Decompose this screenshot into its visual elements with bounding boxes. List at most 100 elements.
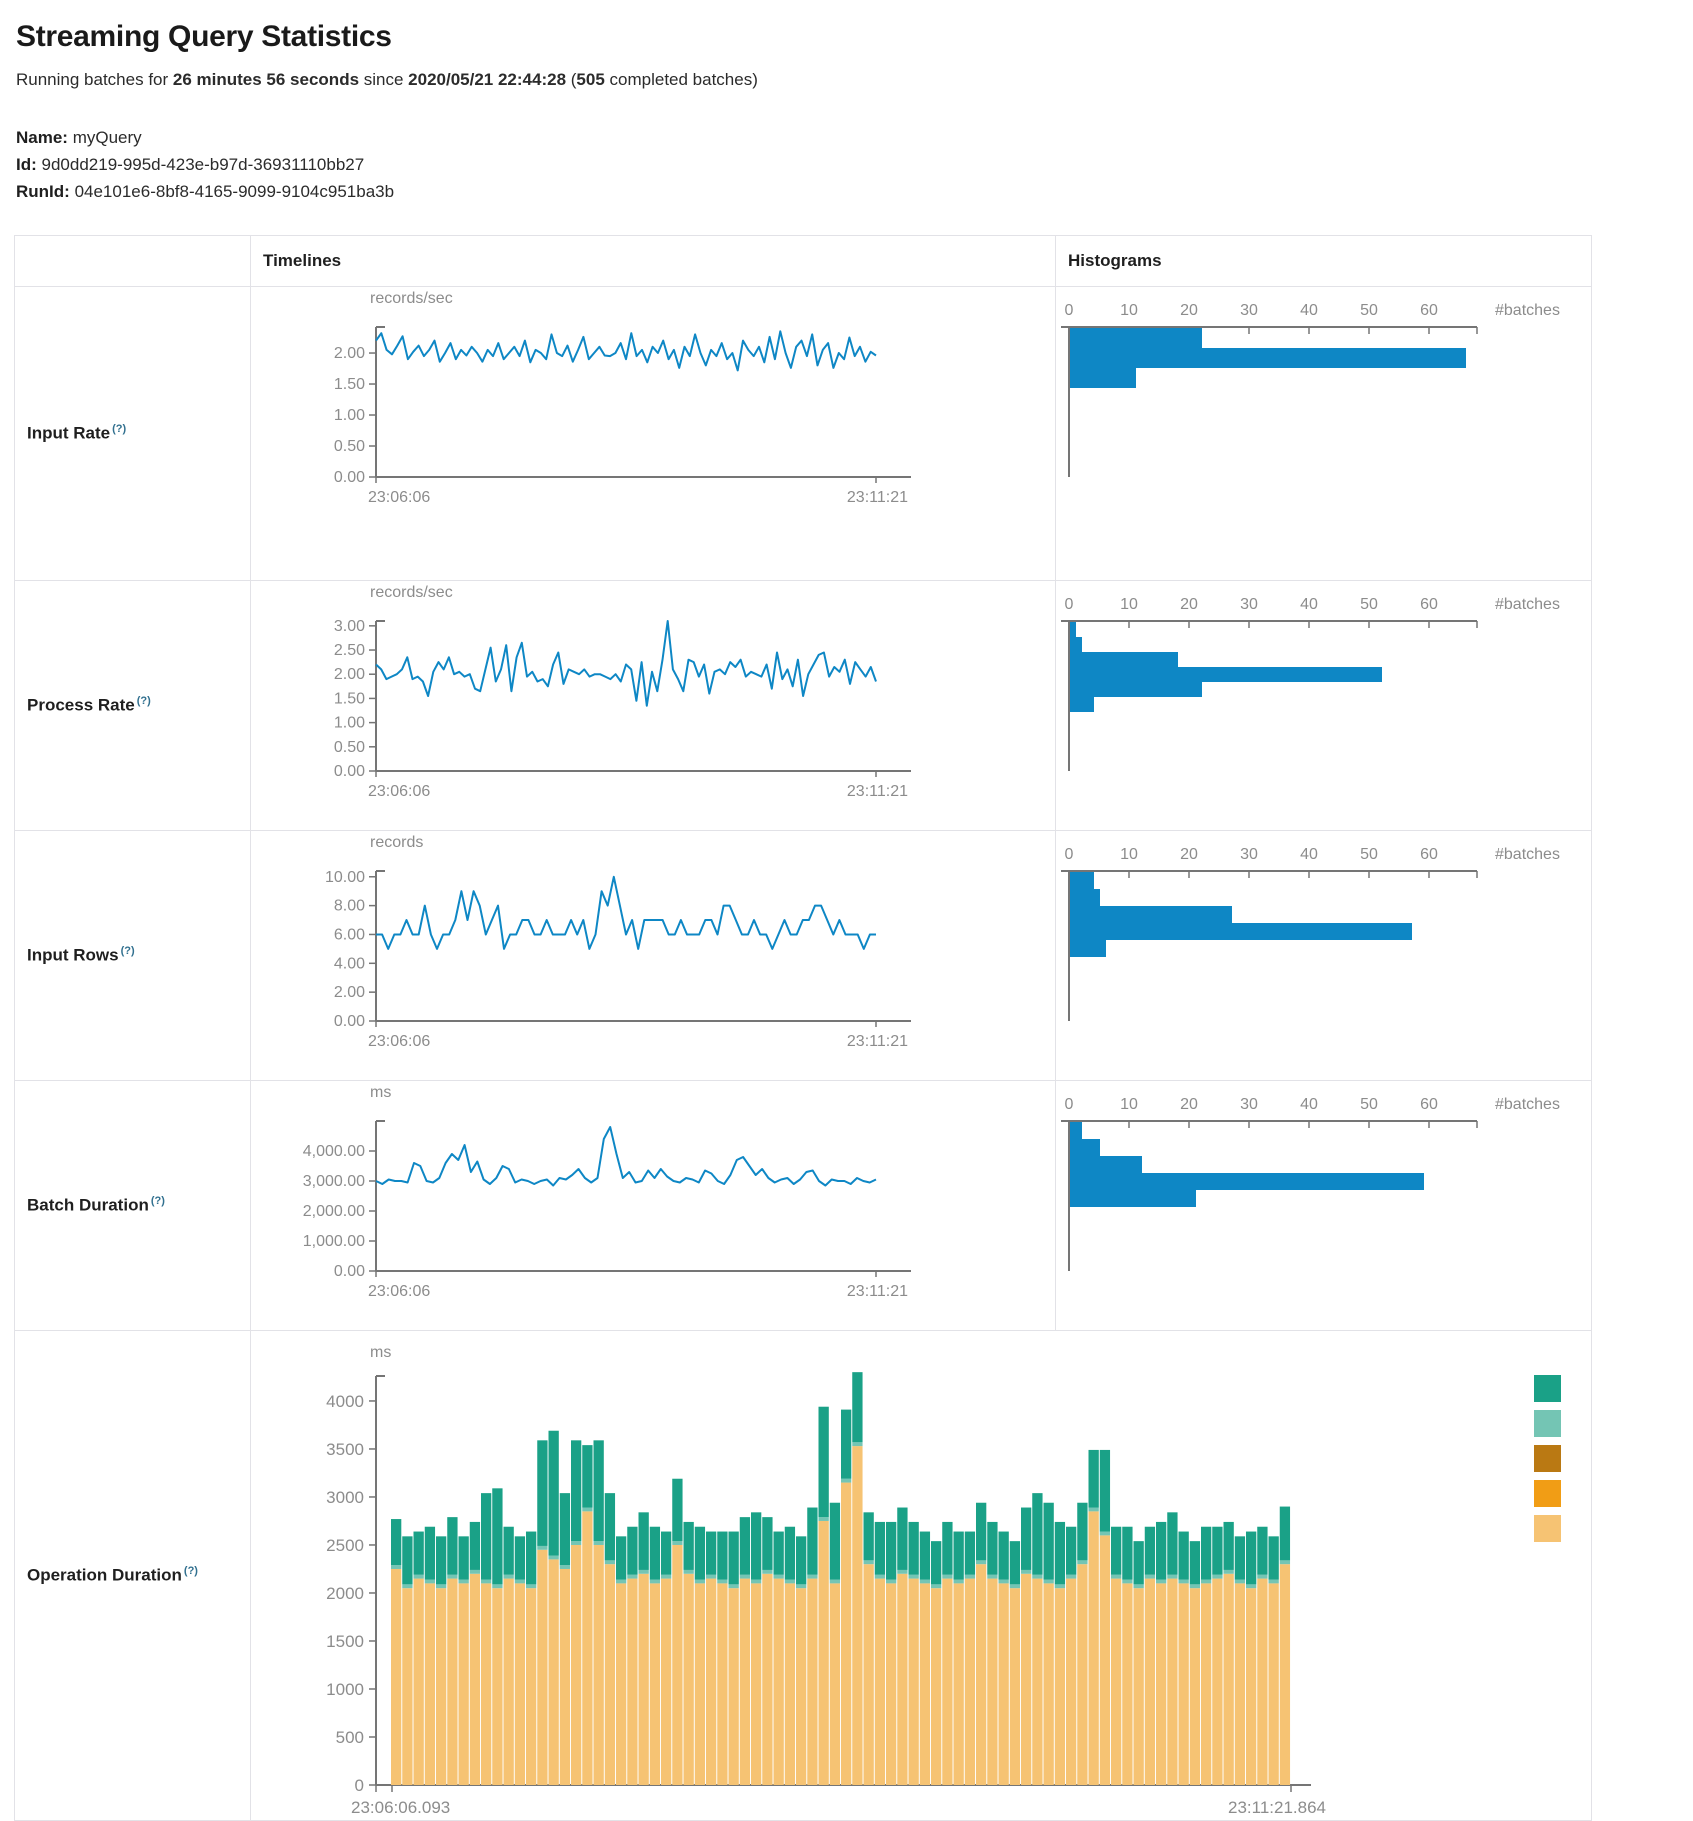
running-batches-summary: Running batches for 26 minutes 56 second… [16, 70, 1677, 90]
svg-text:#batches: #batches [1495, 1096, 1560, 1113]
batch-duration-help-icon[interactable]: (?) [150, 1195, 165, 1208]
svg-text:4.00: 4.00 [334, 955, 365, 972]
svg-text:3,000.00: 3,000.00 [303, 1173, 365, 1190]
svg-text:2500: 2500 [326, 1536, 364, 1555]
svg-text:records/sec: records/sec [370, 290, 453, 307]
svg-text:23:11:21.864: 23:11:21.864 [1228, 1798, 1326, 1815]
svg-text:2.50: 2.50 [334, 642, 365, 659]
input-rows-histogram-chart: 0 10 20 30 40 50 60 #batches [1057, 832, 1591, 1067]
row-label-batch-duration: Batch Duration [27, 1195, 149, 1215]
svg-text:40: 40 [1300, 596, 1318, 613]
process-rate-help-icon[interactable]: (?) [136, 695, 151, 708]
svg-text:10: 10 [1120, 846, 1138, 863]
table-row: Batch Duration (?) ms 4,000.00 3,000.00 2,00… [14, 1080, 1592, 1331]
svg-text:0: 0 [1065, 596, 1074, 613]
svg-text:10: 10 [1120, 302, 1138, 319]
input-rows-help-icon[interactable]: (?) [120, 945, 135, 958]
svg-text:40: 40 [1300, 302, 1318, 319]
svg-text:23:11:21: 23:11:21 [847, 1283, 908, 1300]
input-rate-histogram-chart: 0 10 20 30 40 50 60 #batches [1057, 288, 1591, 523]
svg-text:6.00: 6.00 [334, 926, 365, 943]
svg-text:records: records [370, 834, 423, 851]
legend-swatch-orange [1534, 1480, 1561, 1507]
svg-text:30: 30 [1240, 596, 1258, 613]
svg-text:30: 30 [1240, 1096, 1258, 1113]
svg-text:0.50: 0.50 [334, 739, 365, 756]
legend-swatch-dark-orange [1534, 1445, 1561, 1472]
completed-batches-count: 505 [576, 70, 605, 89]
legend-swatch-tan [1534, 1515, 1561, 1542]
runid-value: 04e101e6-8bf8-4165-9099-9104c951ba3b [74, 182, 395, 201]
svg-text:1,000.00: 1,000.00 [303, 1233, 365, 1250]
svg-text:20: 20 [1180, 1096, 1198, 1113]
svg-text:1.00: 1.00 [334, 407, 365, 424]
svg-text:20: 20 [1180, 596, 1198, 613]
input-rows-timeline-chart: records 10.00 8.00 6.00 4.00 2.00 0.00 23:06:06… [252, 832, 1055, 1067]
svg-text:3500: 3500 [326, 1440, 364, 1459]
query-name-line: Name: myQuery [16, 124, 1677, 151]
svg-text:ms: ms [370, 1084, 391, 1101]
metric-column-header [14, 235, 251, 287]
svg-text:0: 0 [1065, 302, 1074, 319]
svg-text:60: 60 [1420, 596, 1438, 613]
svg-text:#batches: #batches [1495, 302, 1560, 319]
svg-text:23:11:21: 23:11:21 [847, 1033, 908, 1050]
svg-text:1500: 1500 [326, 1632, 364, 1651]
svg-text:2000: 2000 [326, 1584, 364, 1603]
batch-duration-histogram-chart: 0 10 20 30 40 50 60 #batches [1057, 1082, 1591, 1317]
svg-text:50: 50 [1360, 302, 1378, 319]
svg-text:2.00: 2.00 [334, 345, 365, 362]
svg-text:2.00: 2.00 [334, 666, 365, 683]
svg-text:4000: 4000 [326, 1392, 364, 1411]
svg-text:50: 50 [1360, 1096, 1378, 1113]
svg-text:0.00: 0.00 [334, 469, 365, 486]
row-label-operation-duration: Operation Duration [27, 1565, 182, 1585]
svg-text:23:11:21: 23:11:21 [847, 783, 908, 800]
runid-label: RunId: [16, 182, 70, 201]
process-rate-histogram-chart: 0 10 20 30 40 50 60 #batches [1057, 582, 1591, 817]
svg-text:2,000.00: 2,000.00 [303, 1203, 365, 1220]
page-title: Streaming Query Statistics [16, 20, 392, 53]
svg-text:50: 50 [1360, 846, 1378, 863]
svg-text:20: 20 [1180, 302, 1198, 319]
page-header: Streaming Query Statistics Running batch… [0, 0, 1693, 205]
table-row: Operation Duration (?) ms 4000 3500 3000 2500… [14, 1330, 1592, 1821]
svg-text:30: 30 [1240, 302, 1258, 319]
svg-text:0: 0 [1065, 846, 1074, 863]
svg-text:60: 60 [1420, 1096, 1438, 1113]
table-header-row: Timelines Histograms [14, 235, 1592, 287]
table-row: Process Rate (?) records/sec 3.00 2.50 2.00 1… [14, 580, 1592, 831]
svg-text:30: 30 [1240, 846, 1258, 863]
histograms-column-header: Histograms [1055, 235, 1592, 287]
svg-text:records/sec: records/sec [370, 584, 453, 601]
svg-text:23:11:21: 23:11:21 [847, 489, 908, 506]
svg-text:3000: 3000 [326, 1488, 364, 1507]
svg-text:23:06:06.093: 23:06:06.093 [351, 1798, 450, 1815]
svg-text:#batches: #batches [1495, 596, 1560, 613]
id-value: 9d0dd219-995d-423e-b97d-36931110bb27 [41, 155, 365, 174]
svg-text:2.00: 2.00 [334, 984, 365, 1001]
summary-suffix: completed batches) [604, 70, 758, 89]
process-rate-timeline-chart: records/sec 3.00 2.50 2.00 1.50 1.00 0.50 0.00 2… [252, 582, 1055, 817]
svg-text:3.00: 3.00 [334, 618, 365, 635]
summary-open-paren: ( [566, 70, 577, 89]
query-runid-line: RunId: 04e101e6-8bf8-4165-9099-9104c951b… [16, 178, 1677, 205]
name-value: myQuery [72, 128, 142, 147]
summary-prefix: Running batches for [16, 70, 173, 89]
svg-text:8.00: 8.00 [334, 898, 365, 915]
id-label: Id: [16, 155, 37, 174]
row-label-process-rate: Process Rate [27, 695, 135, 715]
svg-text:0.00: 0.00 [334, 1263, 365, 1280]
svg-text:40: 40 [1300, 1096, 1318, 1113]
svg-text:1000: 1000 [326, 1680, 364, 1699]
svg-text:0: 0 [355, 1776, 364, 1795]
operation-duration-help-icon[interactable]: (?) [183, 1565, 198, 1578]
svg-text:40: 40 [1300, 846, 1318, 863]
query-id-line: Id: 9d0dd219-995d-423e-b97d-36931110bb27 [16, 151, 1677, 178]
input-rate-help-icon[interactable]: (?) [112, 423, 127, 436]
svg-text:0.50: 0.50 [334, 438, 365, 455]
name-label: Name: [16, 128, 68, 147]
svg-text:23:06:06: 23:06:06 [368, 489, 430, 506]
batch-duration-timeline-chart: ms 4,000.00 3,000.00 2,000.00 1,000.00 0.00 23… [252, 1082, 1055, 1317]
row-label-input-rows: Input Rows [27, 945, 119, 965]
